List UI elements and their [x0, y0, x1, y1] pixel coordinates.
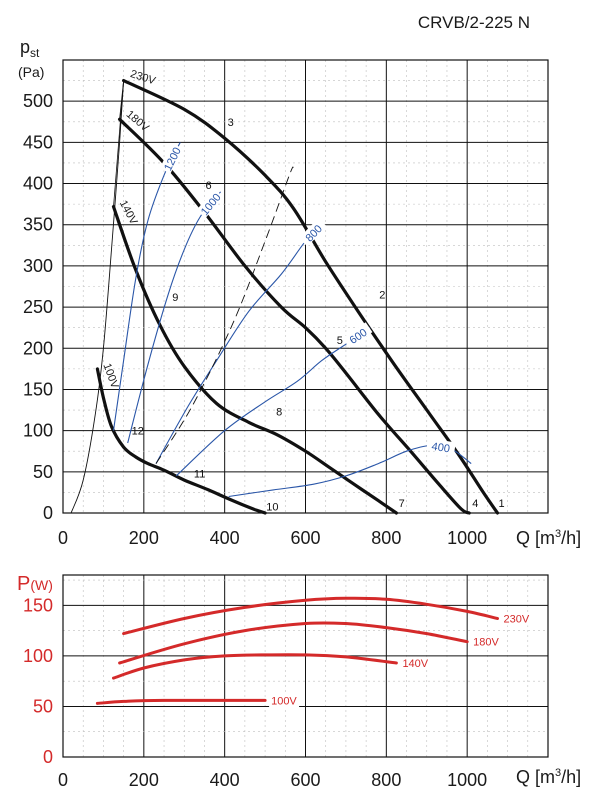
power-curve-180v	[118, 621, 469, 665]
bottom-chart-labels: 230V 180V 140V 100V	[269, 612, 532, 708]
point-label: 9	[172, 292, 178, 304]
top-y-axis-label: pst (Pa)	[18, 37, 44, 80]
bottom-x-axis-label: Q [m3/h]	[516, 767, 581, 787]
power-label: 100V	[271, 695, 297, 707]
x-tick-label: 800	[371, 528, 401, 548]
model-title: CRVB/2-225 N	[418, 13, 530, 32]
y-tick-label: 200	[23, 338, 53, 358]
top-chart-ticks: 0 200 400 600 800 1000 0 50 100 150 200 250 300 350 40…	[23, 91, 487, 548]
x-tick-label: 400	[210, 528, 240, 548]
rpm-curve-1200	[112, 142, 181, 431]
point-label: 10	[266, 501, 278, 513]
point-label: 8	[276, 407, 282, 419]
connector-line	[113, 80, 125, 207]
rpm-label-bg	[196, 188, 224, 219]
x-tick-label: 1000	[447, 770, 487, 790]
y-tick-label: 400	[23, 174, 53, 194]
rpm-label-bg	[298, 218, 327, 247]
curve-140v	[111, 205, 398, 515]
x-tick-label: 200	[129, 770, 159, 790]
curve-230v	[122, 79, 500, 515]
svg-text:P(W): P(W)	[17, 573, 53, 595]
bottom-chart-grid	[62, 574, 549, 758]
x-tick-label: 0	[58, 770, 68, 790]
power-label-bg	[471, 635, 502, 649]
bottom-chart-ticks: 0 200 400 600 800 1000 0 50 100 150	[23, 595, 487, 790]
point-label: 7	[399, 498, 405, 510]
y-tick-label: 250	[23, 297, 53, 317]
top-frame	[62, 59, 549, 514]
rpm-curve-600	[175, 327, 371, 477]
x-tick-label: 400	[210, 770, 240, 790]
point-label: 5	[337, 335, 343, 347]
bottom-y-axis-label: P(W)	[17, 573, 53, 595]
x-tick-label: 1000	[447, 528, 487, 548]
y-tick-label: 300	[23, 256, 53, 276]
x-tick-label: 600	[290, 770, 320, 790]
power-label: 140V	[402, 658, 428, 670]
power-curve-100v	[95, 698, 267, 705]
system-guide-left	[70, 80, 125, 514]
rpm-curve-1000	[127, 191, 222, 444]
rpm-label: 400	[431, 441, 451, 456]
svg-text:Q [m3/h]: Q [m3/h]	[516, 767, 581, 787]
point-label: 6	[205, 180, 211, 192]
rpm-label-bg	[159, 143, 183, 174]
svg-text:Q [m3/h]: Q [m3/h]	[516, 528, 581, 548]
curve-180v	[118, 117, 471, 515]
y-tick-label: 100	[23, 646, 53, 666]
curve-100v	[95, 367, 267, 515]
svg-text:(Pa): (Pa)	[18, 64, 44, 80]
rpm-label: 1200	[162, 146, 184, 173]
power-label-bg	[501, 612, 532, 626]
y-tick-label: 50	[33, 696, 53, 716]
bottom-frame	[62, 574, 549, 758]
bottom-chart-series	[95, 596, 499, 705]
point-label: 11	[194, 468, 205, 480]
power-curve-230v	[122, 596, 499, 636]
x-tick-label: 600	[290, 528, 320, 548]
y-tick-label: 100	[23, 421, 53, 441]
x-tick-label: 800	[371, 770, 401, 790]
y-tick-label: 450	[23, 132, 53, 152]
rpm-label-bg	[426, 437, 456, 455]
power-label: 230V	[503, 613, 529, 625]
y-tick-label: 350	[23, 215, 53, 235]
x-tick-label: 0	[58, 528, 68, 548]
y-tick-label: 0	[43, 747, 53, 767]
power-label: 180V	[473, 637, 499, 649]
y-tick-label: 150	[23, 595, 53, 615]
rpm-label-bg	[342, 322, 373, 348]
system-guide-dashed	[155, 166, 294, 464]
top-x-axis-label: Q [m3/h]	[516, 528, 581, 548]
point-label: 4	[472, 498, 478, 510]
y-tick-label: 50	[33, 462, 53, 482]
power-label-bg	[269, 694, 300, 708]
y-tick-label: 150	[23, 379, 53, 399]
power-curve-140v	[112, 653, 398, 680]
y-tick-label: 500	[23, 91, 53, 111]
power-label-bg	[400, 656, 431, 670]
point-label: 3	[228, 117, 234, 129]
svg-text:pst: pst	[20, 37, 40, 60]
point-label: 2	[379, 290, 385, 302]
voltage-label: 180V	[124, 108, 152, 134]
top-chart-grid	[62, 59, 549, 514]
top-chart-labels: 230V180V140V100V120010008006004001234567…	[101, 68, 505, 513]
y-tick-label: 0	[43, 503, 53, 523]
x-tick-label: 200	[129, 528, 159, 548]
point-label: 12	[132, 426, 144, 438]
point-label: 1	[498, 498, 504, 510]
